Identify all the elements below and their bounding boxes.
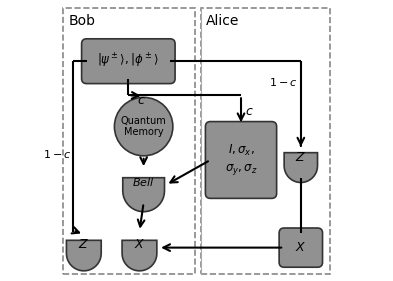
Text: $1-c$: $1-c$ — [269, 76, 298, 88]
FancyBboxPatch shape — [206, 122, 277, 198]
Bar — [63, 8, 195, 274]
Text: $Z$: $Z$ — [295, 151, 307, 164]
Bar — [201, 8, 330, 274]
Text: Bob: Bob — [68, 14, 95, 28]
Text: $c$: $c$ — [245, 105, 254, 118]
Text: $1-c$: $1-c$ — [42, 148, 71, 160]
Circle shape — [114, 98, 173, 156]
PathPatch shape — [122, 240, 157, 271]
Text: Quantum
Memory: Quantum Memory — [121, 116, 167, 137]
Text: $X$: $X$ — [295, 241, 307, 254]
Text: $I, \sigma_x,$
$\sigma_y, \sigma_z$: $I, \sigma_x,$ $\sigma_y, \sigma_z$ — [225, 143, 257, 176]
PathPatch shape — [123, 178, 165, 212]
FancyBboxPatch shape — [279, 228, 323, 267]
Text: $Z$: $Z$ — [78, 238, 89, 251]
Text: $X$: $X$ — [134, 238, 145, 251]
Text: $|\psi^\pm\rangle,|\phi^\pm\rangle$: $|\psi^\pm\rangle,|\phi^\pm\rangle$ — [97, 52, 159, 70]
Text: Alice: Alice — [206, 14, 240, 28]
PathPatch shape — [284, 153, 318, 182]
PathPatch shape — [66, 240, 101, 271]
Text: $c$: $c$ — [137, 94, 145, 106]
FancyBboxPatch shape — [82, 39, 175, 84]
Text: $Bell$: $Bell$ — [132, 176, 155, 188]
